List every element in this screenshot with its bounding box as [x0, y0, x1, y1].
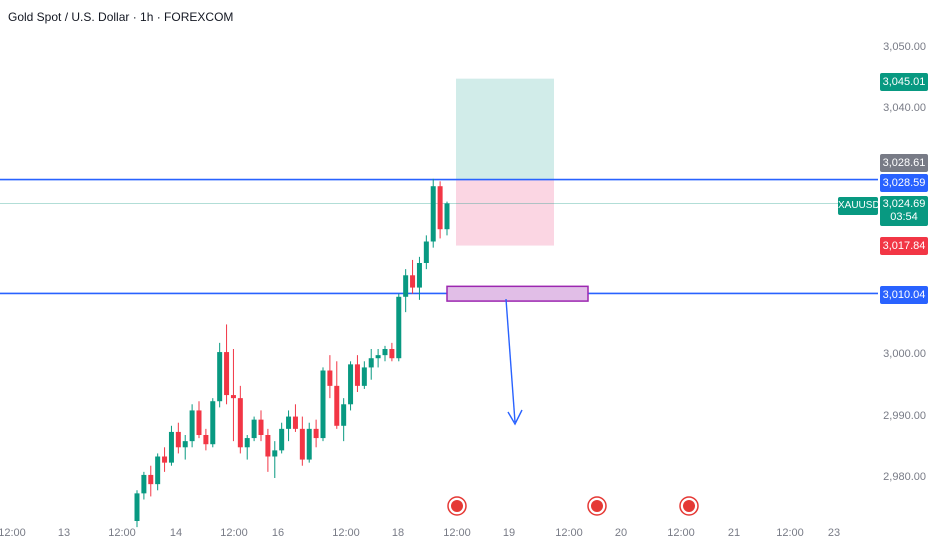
price-tick-label: 2,990.00: [883, 409, 926, 422]
price-tick-label: 3,000.00: [883, 348, 926, 361]
current-price-value: 3,024.69: [882, 198, 926, 210]
time-tick-label: 12:00: [443, 527, 471, 539]
candle-body: [230, 395, 236, 399]
candle-body: [292, 416, 298, 429]
candle-body: [410, 275, 416, 288]
candle-body: [423, 241, 429, 263]
candle-body: [265, 435, 271, 457]
candle-body: [341, 404, 347, 426]
upper-line-price-label: 3,028.59: [880, 174, 928, 192]
arrow-head: [507, 409, 523, 426]
candle-body: [168, 431, 174, 463]
time-tick-label: 13: [57, 527, 71, 539]
time-tick-label: 20: [614, 527, 628, 539]
demand-zone: [446, 285, 589, 302]
time-tick-label: 12:00: [667, 527, 695, 539]
current-price-label: 3,024.69 03:54: [880, 196, 928, 226]
candle-body: [334, 385, 340, 426]
bar-countdown: 03:54: [890, 211, 918, 223]
time-tick-label: 16: [271, 527, 285, 539]
candle-body: [217, 352, 223, 402]
candle-body: [375, 355, 381, 359]
candle-body: [272, 450, 278, 457]
chart-title: Gold Spot / U.S. Dollar · 1h · FOREXCOM: [8, 10, 234, 24]
time-tick-label: 21: [727, 527, 741, 539]
time-tick-label: 14: [169, 527, 183, 539]
lower-line-price-label: 3,010.04: [880, 286, 928, 304]
candle-body: [203, 435, 209, 445]
candle-body: [430, 186, 436, 242]
event-flag-icon-inner: [683, 500, 695, 512]
candle-body: [416, 263, 422, 288]
symbol-badge: XAUUSD: [838, 197, 880, 215]
arrow-shaft: [505, 298, 516, 423]
candle-body: [237, 398, 243, 448]
target-zone: [456, 78, 554, 180]
candle-body: [348, 364, 354, 405]
candle-body: [210, 401, 216, 445]
time-tick-label: 23: [827, 527, 841, 539]
time-tick-label: 12:00: [332, 527, 360, 539]
candle-body: [354, 364, 360, 386]
time-tick-label: 19: [502, 527, 516, 539]
candle-body: [182, 441, 188, 448]
candle-body: [251, 419, 257, 439]
candle-body: [444, 203, 450, 230]
candle-body: [361, 367, 367, 386]
price-tick-label: 3,050.00: [883, 41, 926, 53]
candle-body: [148, 474, 154, 485]
price-tick-label: 3,040.00: [883, 102, 926, 115]
candle-body: [141, 474, 147, 494]
candle-body: [313, 428, 319, 439]
candle-body: [134, 493, 140, 521]
candle-body: [196, 410, 202, 435]
candle-body: [244, 438, 250, 448]
candle-body: [258, 419, 264, 435]
candle-body: [368, 358, 374, 368]
high-price-label: 3,028.61: [880, 154, 928, 172]
candle-body: [382, 349, 388, 356]
candle-body: [403, 275, 409, 297]
candle-body: [286, 416, 292, 429]
event-flag-icon-inner: [591, 500, 603, 512]
time-tick-label: 18: [391, 527, 405, 539]
candle-body: [175, 431, 181, 448]
candle-body: [320, 370, 326, 439]
candle-body: [299, 428, 305, 460]
price-tick-label: 2,980.00: [883, 471, 926, 483]
candle-body: [389, 349, 395, 359]
candle-body: [155, 456, 161, 485]
time-tick-label: 12:00: [555, 527, 583, 539]
candle-body: [224, 352, 230, 396]
target-price-label: 3,045.01: [880, 73, 928, 91]
candle-body: [189, 410, 195, 442]
candle-body: [437, 186, 443, 230]
candle-body: [327, 370, 333, 386]
time-tick-label: 12:00: [108, 527, 136, 539]
candle-body: [306, 428, 312, 460]
stop-zone: [456, 179, 554, 246]
candle-body: [396, 296, 402, 359]
stop-price-label: 3,017.84: [880, 237, 928, 255]
candle-body: [162, 456, 168, 463]
time-tick-label: 12:00: [0, 527, 26, 539]
candle-body: [279, 428, 285, 451]
event-flag-icon-inner: [451, 500, 463, 512]
time-tick-label: 12:00: [220, 527, 248, 539]
time-tick-label: 12:00: [776, 527, 804, 539]
